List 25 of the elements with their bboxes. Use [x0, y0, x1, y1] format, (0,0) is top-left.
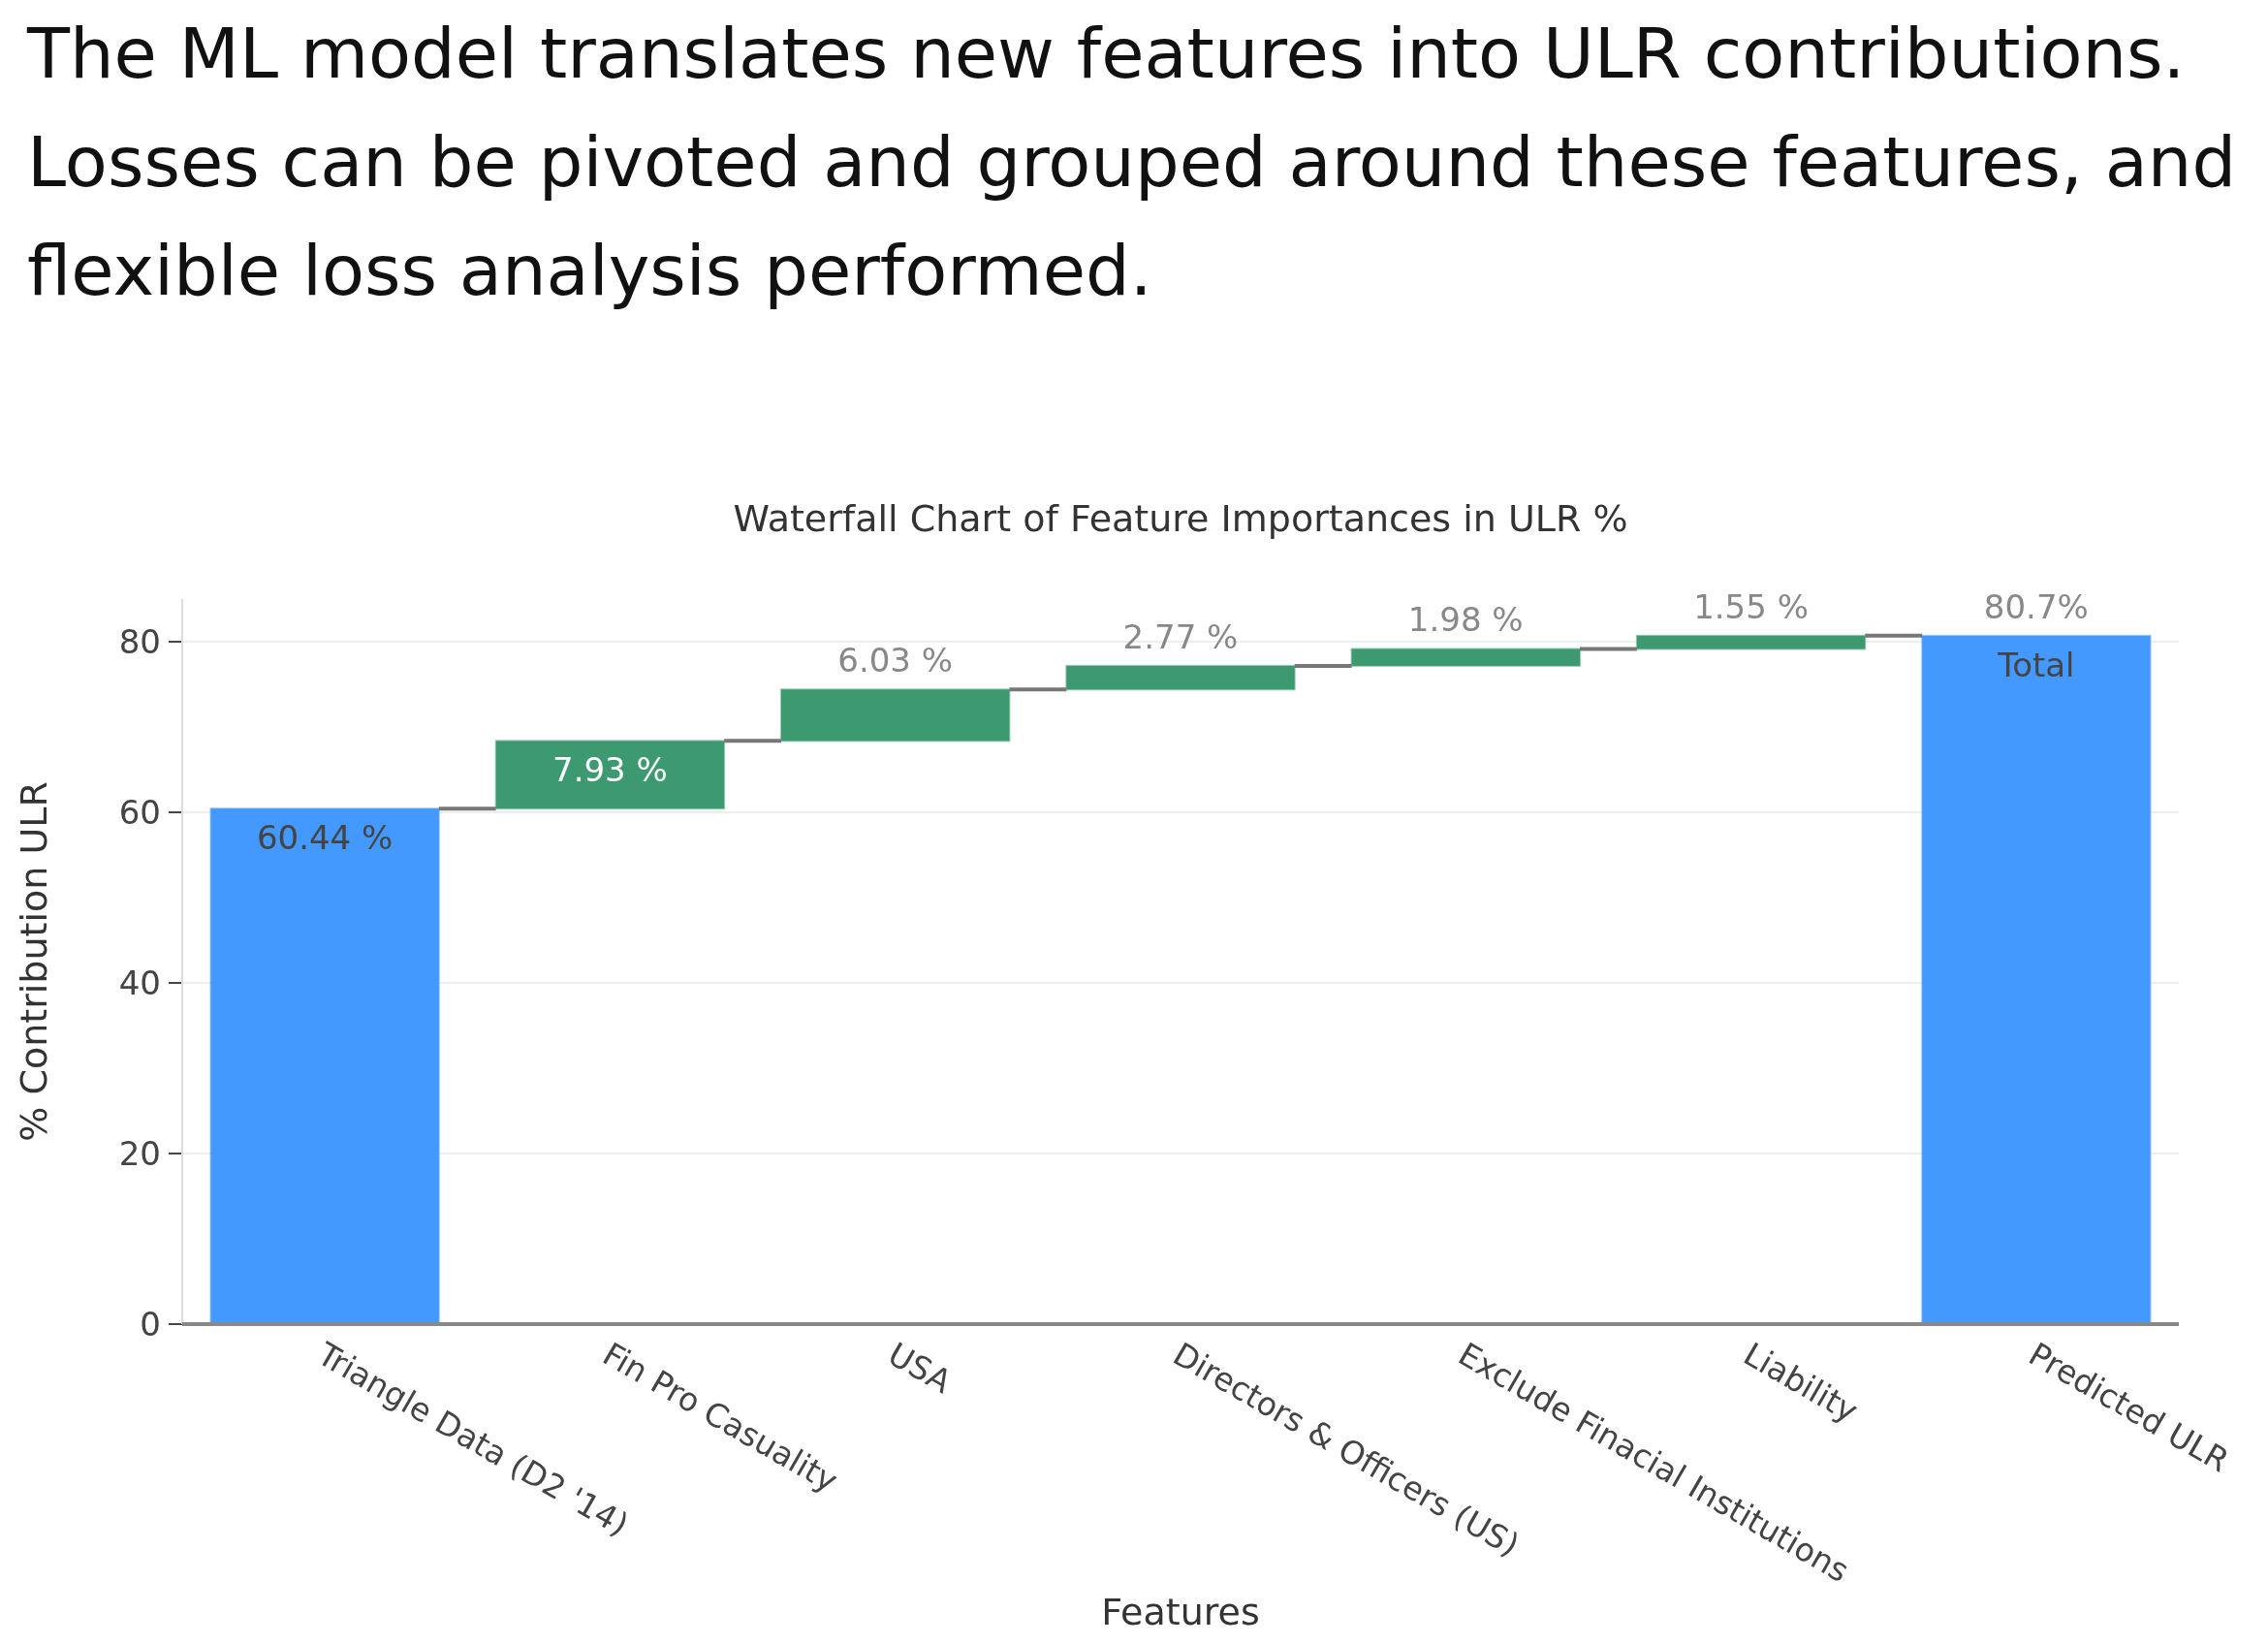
chart-title: The ML model translates new features into ULR contributions. Losses can be pivoted and grouped around these features, and flexible loss analysis performed. [26, 13, 2237, 311]
y-tick-label: 60 [118, 792, 161, 832]
bar [494, 740, 726, 810]
y-axis-title: % Contribution ULR [13, 781, 55, 1142]
data-label: 60.44 % [256, 818, 394, 858]
bar [209, 807, 440, 1325]
data-label: 1.98 % [1407, 600, 1524, 640]
bar [780, 688, 1011, 743]
annotation: Total [1997, 645, 2075, 684]
bar [1065, 664, 1296, 691]
data-label: 2.77 % [1122, 616, 1239, 656]
bar [1350, 648, 1581, 667]
data-label: 7.93 % [552, 750, 668, 790]
y-tick-label: 20 [118, 1133, 161, 1173]
data-label: 6.03 % [837, 641, 954, 680]
data-label: 1.55 % [1693, 586, 1809, 626]
y-tick-label: 40 [118, 963, 161, 1002]
bar [1921, 634, 2152, 1325]
x-axis-title: Features [1101, 1591, 1260, 1633]
bar [1635, 634, 1867, 650]
y-tick-label: 0 [140, 1304, 161, 1344]
data-label: 80.7% [1983, 586, 2089, 626]
x-tick-label: USA [881, 1335, 959, 1402]
chart-subtitle: Waterfall Chart of Feature Importances in ULR % [733, 497, 1628, 540]
y-tick-label: 80 [118, 621, 161, 661]
